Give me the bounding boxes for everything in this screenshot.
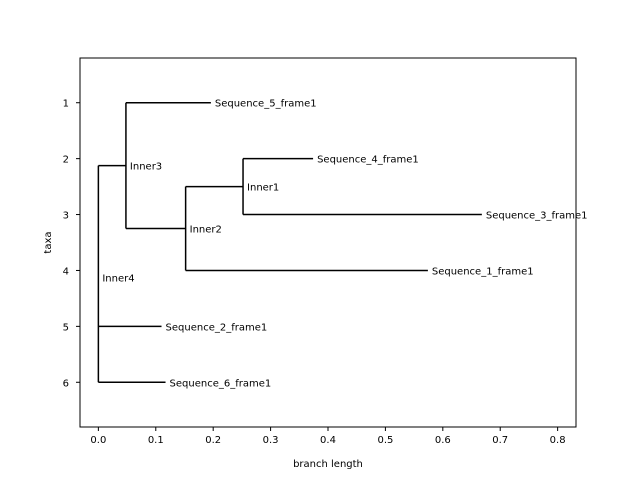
x-tick-label: 0.3 [263,435,279,446]
node-label-s3: Sequence_3_frame1 [486,211,588,222]
node-label-s4: Sequence_4_frame1 [317,155,419,166]
x-tick-label: 0.4 [320,435,336,446]
plot-frame [79,57,577,428]
x-tick-label: 0.7 [492,435,508,446]
tree-branches [97,101,482,384]
x-axis-ticks: 0.0 0.1 0.2 0.3 0.4 0.5 0.6 0.7 0.8 [90,427,566,446]
node-labels: Inner4 Inner3 Inner2 Inner1 Sequence_5_frame… [102,99,587,390]
node-label-n3: Inner3 [130,162,162,173]
y-tick-label: 4 [63,266,69,277]
x-tick-label: 0.8 [550,435,566,446]
y-tick-label: 6 [63,378,69,389]
node-label-root: Inner4 [102,273,134,284]
node-label-s2: Sequence_2_frame1 [166,322,268,333]
x-tick-label: 0.5 [377,435,393,446]
x-axis-title: branch length [293,459,363,470]
node-label-s5: Sequence_5_frame1 [215,99,317,110]
y-axis-ticks: 1 2 3 4 5 6 [63,99,80,389]
y-tick-label: 5 [63,322,69,333]
node-label-n1: Inner1 [247,183,279,194]
node-label-s6: Sequence_6_frame1 [170,378,272,389]
y-tick-label: 1 [63,99,69,110]
x-tick-label: 0.0 [90,435,106,446]
node-label-s1: Sequence_1_frame1 [432,266,534,277]
y-axis-title: taxa [43,231,54,253]
y-tick-label: 3 [63,211,69,222]
y-tick-label: 2 [63,155,69,166]
x-tick-label: 0.2 [205,435,221,446]
x-tick-label: 0.1 [148,435,164,446]
x-tick-label: 0.6 [435,435,451,446]
node-label-n2: Inner2 [190,225,222,236]
